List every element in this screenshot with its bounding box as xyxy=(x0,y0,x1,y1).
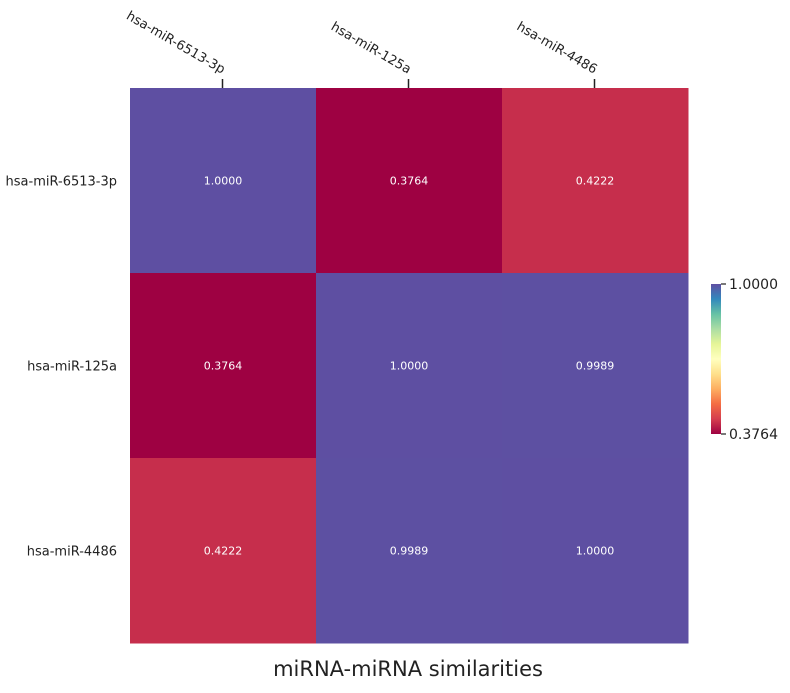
cell-value-label-r2-c0: 0.4222 xyxy=(204,545,243,558)
colorbar-tick-label-0: 1.0000 xyxy=(729,277,778,293)
column-label-2: hsa-miR-4486 xyxy=(514,19,600,77)
colorbar-tick-label-1: 0.3764 xyxy=(729,427,778,443)
row-label-2: hsa-miR-4486 xyxy=(27,545,117,560)
colorbar: 1.0000 0.3764 xyxy=(711,277,778,443)
heatmap-cell-r0-c1 xyxy=(316,88,503,274)
column-label-0: hsa-miR-6513-3p xyxy=(123,9,227,78)
cell-value-label-r1-c0: 0.3764 xyxy=(204,360,243,373)
heatmap-cell-r2-c1 xyxy=(316,458,503,644)
heatmap-cell-r0-c0 xyxy=(130,88,317,274)
heatmap-cell-r2-c0 xyxy=(130,458,317,644)
heatmap-cell-labels: 1.0000 0.3764 0.4222 0.3764 1.0000 0.9989 0.42… xyxy=(204,175,615,558)
column-label-1: hsa-miR-125a xyxy=(328,20,413,78)
row-label-0: hsa-miR-6513-3p xyxy=(6,175,117,190)
colorbar-gradient xyxy=(711,284,721,434)
heatmap-cell-r1-c0 xyxy=(130,273,317,459)
cell-value-label-r1-c2: 0.9989 xyxy=(576,360,615,373)
cell-value-label-r2-c2: 1.0000 xyxy=(576,545,615,558)
heatmap-cell-r1-c1 xyxy=(316,273,503,459)
row-labels: hsa-miR-6513-3p hsa-miR-125a hsa-miR-4486 xyxy=(6,175,117,560)
cell-value-label-r0-c0: 1.0000 xyxy=(204,175,243,188)
cell-value-label-r1-c1: 1.0000 xyxy=(390,360,429,373)
cell-value-label-r0-c1: 0.3764 xyxy=(390,175,429,188)
column-labels: hsa-miR-6513-3p hsa-miR-125a hsa-miR-4486 xyxy=(123,9,600,88)
heatmap-cells xyxy=(130,88,689,644)
cell-value-label-r0-c2: 0.4222 xyxy=(576,175,615,188)
chart-title: miRNA-miRNA similarities xyxy=(273,657,543,681)
heatmap-cell-r1-c2 xyxy=(502,273,689,459)
heatmap-cell-r2-c2 xyxy=(502,458,689,644)
heatmap-cell-r0-c2 xyxy=(502,88,689,274)
row-label-1: hsa-miR-125a xyxy=(27,360,117,375)
cell-value-label-r2-c1: 0.9989 xyxy=(390,545,429,558)
